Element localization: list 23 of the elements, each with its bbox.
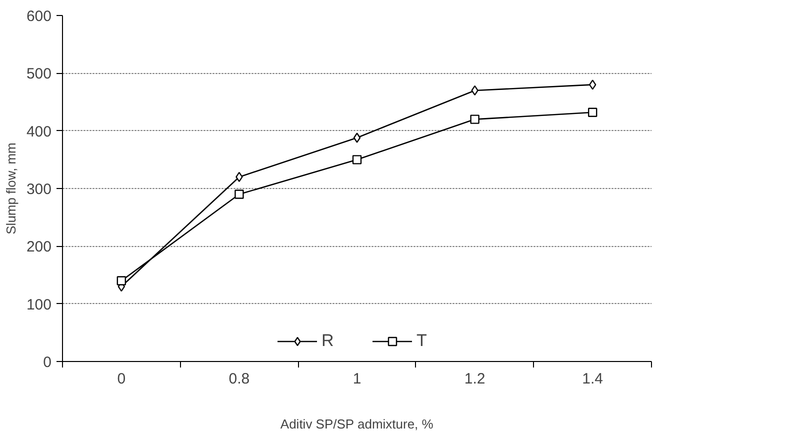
point <box>116 276 126 286</box>
y-tick-label: 400 <box>26 123 52 140</box>
y-tick-label: 500 <box>26 66 52 83</box>
x-tick-label: 1.4 <box>582 370 604 388</box>
y-tick-label: 100 <box>26 296 52 314</box>
point <box>588 108 598 117</box>
point <box>352 155 362 164</box>
y-tick-label: 600 <box>26 8 52 25</box>
point <box>353 132 361 143</box>
x-tick-label: 1 <box>352 370 362 388</box>
point <box>589 80 596 90</box>
x-tick-label: 0.8 <box>228 370 250 388</box>
x-axis-title: Aditiv SP/SP admixture, % <box>280 416 434 432</box>
legend-label: T <box>416 331 428 351</box>
y-tick-label: 200 <box>26 238 52 256</box>
y-tick-label: 0 <box>43 354 52 371</box>
y-tick-label: 300 <box>26 181 52 198</box>
point <box>470 114 480 124</box>
x-tick-label: 1.2 <box>464 370 486 388</box>
y-axis-title: Slump flow, mm <box>3 142 18 234</box>
x-tick-label: 0 <box>117 370 126 388</box>
point <box>234 190 244 199</box>
legend-label: R <box>322 331 335 351</box>
